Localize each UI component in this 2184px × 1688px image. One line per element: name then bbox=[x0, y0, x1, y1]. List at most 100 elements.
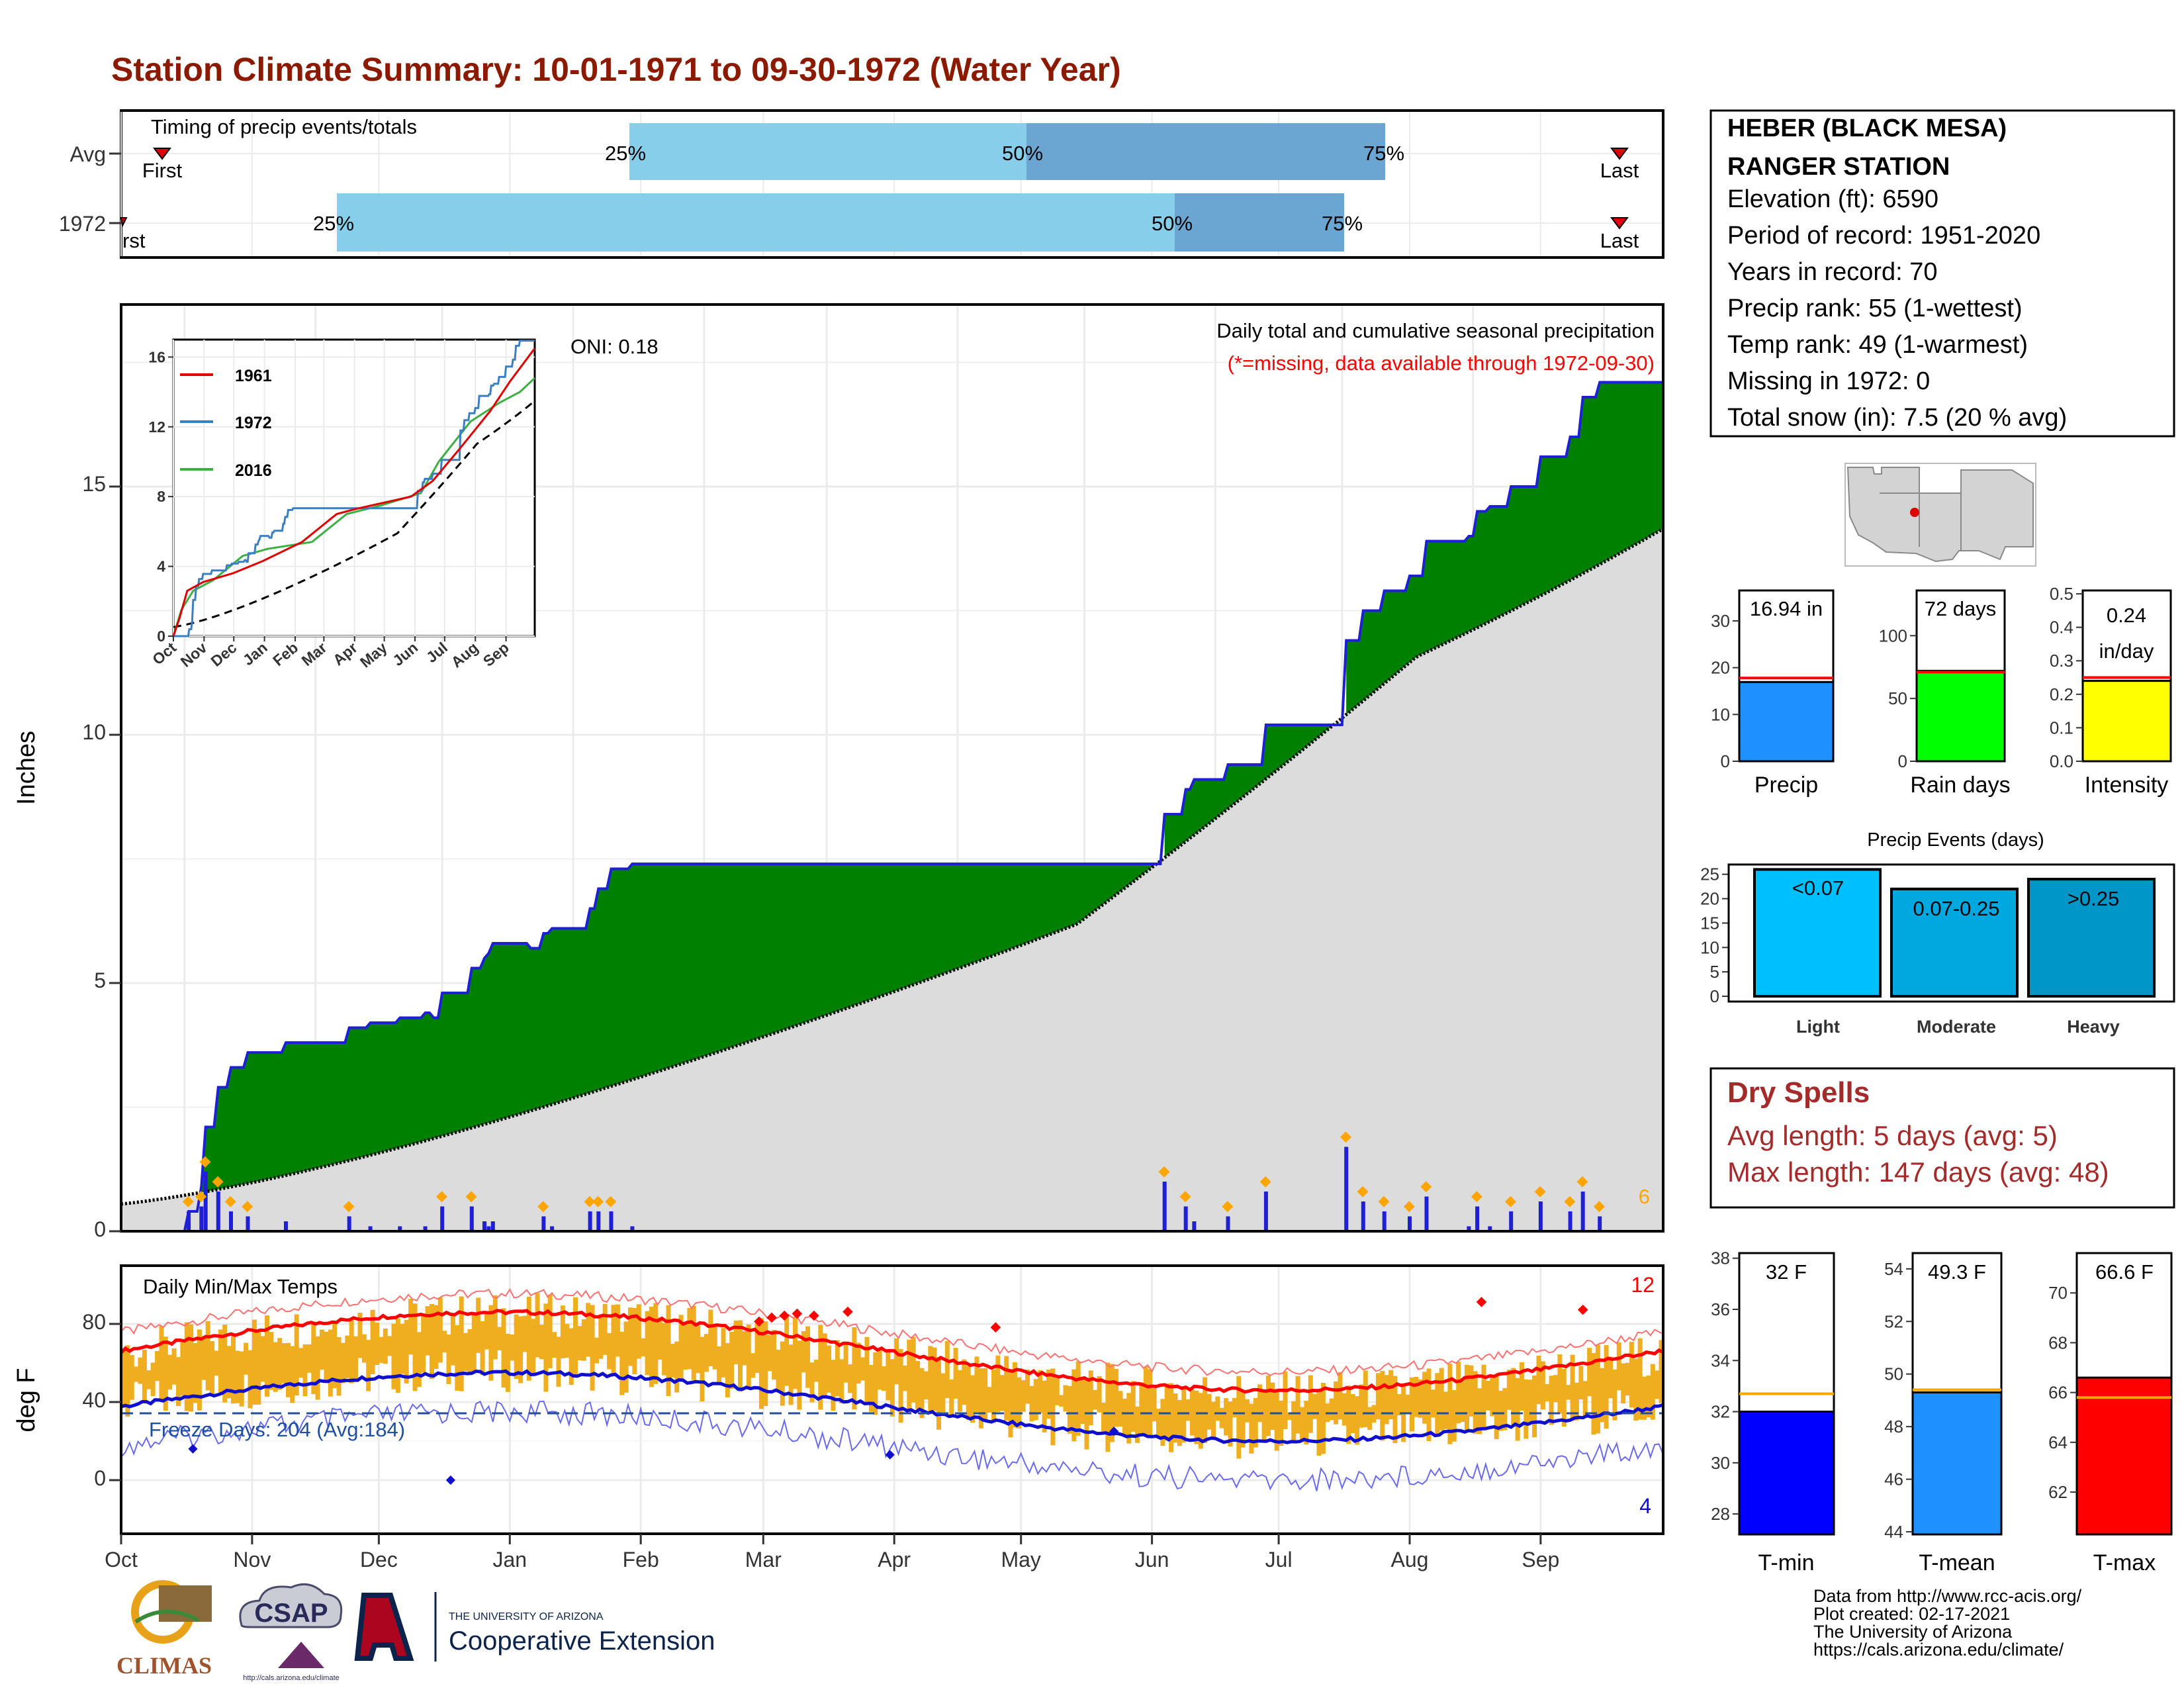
daily-temp-bar bbox=[159, 1326, 164, 1401]
daily-temp-bar bbox=[953, 1348, 958, 1399]
daily-temp-bar bbox=[1169, 1383, 1174, 1452]
daily-temp-bar bbox=[1595, 1344, 1600, 1434]
daily-temp-bar bbox=[1181, 1388, 1187, 1443]
daily-temp-bar bbox=[1600, 1368, 1605, 1423]
record-high-marker bbox=[766, 1312, 777, 1323]
precip-y-tick-10: 10 bbox=[82, 720, 106, 744]
daily-temp-bar bbox=[1257, 1384, 1263, 1423]
region-map-shape bbox=[1846, 467, 2034, 563]
oni-text: ONI: 0.18 bbox=[570, 335, 659, 358]
timing-panel: Timing of precip events/totals Avg 1972 … bbox=[59, 109, 1664, 259]
avg-25-label: 25% bbox=[605, 142, 646, 165]
daily-temp-bar bbox=[1156, 1409, 1161, 1438]
above-average-area bbox=[201, 382, 1663, 1193]
daily-temp-bar bbox=[1004, 1356, 1009, 1421]
daily-temp-bar bbox=[476, 1297, 481, 1353]
credit-line-3: The University of Arizona bbox=[1813, 1622, 2013, 1642]
mini-axis-tick: 0.0 bbox=[2050, 751, 2073, 771]
daily-temp-bar bbox=[1291, 1401, 1297, 1441]
daily-temp-bar bbox=[1046, 1369, 1051, 1419]
daily-temp-bar bbox=[1320, 1383, 1326, 1454]
mini-axis-tick: 100 bbox=[1879, 626, 1907, 645]
page-title: Station Climate Summary: 10-01-1971 to 0… bbox=[111, 51, 1121, 88]
temp-bar-axis-tick: 36 bbox=[1711, 1299, 1730, 1319]
mini-axis-tick: 0.2 bbox=[2050, 684, 2073, 704]
daily-temp-bar bbox=[290, 1346, 295, 1403]
station-precip-rank: Precip rank: 55 (1-wettest) bbox=[1727, 295, 2023, 322]
daily-temp-bar bbox=[1511, 1368, 1516, 1425]
daily-precip-bar bbox=[588, 1211, 592, 1231]
daily-temp-bar bbox=[324, 1331, 329, 1383]
month-tick-label: Jan bbox=[492, 1548, 527, 1571]
daily-precip-bar bbox=[423, 1226, 428, 1231]
daily-temp-bar bbox=[222, 1325, 228, 1403]
daily-temp-bar bbox=[940, 1373, 946, 1413]
daily-temp-bar bbox=[1287, 1412, 1292, 1420]
daily-temp-bar bbox=[1473, 1371, 1478, 1434]
mini-axis-tick: 0 bbox=[1721, 751, 1730, 771]
mini-axis-tick: 20 bbox=[1711, 658, 1730, 678]
daily-temp-bar bbox=[121, 1350, 126, 1408]
station-location-dot bbox=[1910, 508, 1919, 517]
daily-temp-bar bbox=[674, 1341, 680, 1393]
daily-temp-bar bbox=[328, 1329, 333, 1397]
daily-temp-bar bbox=[691, 1305, 696, 1380]
daily-temp-bar bbox=[357, 1313, 363, 1358]
daily-precip-bar bbox=[550, 1226, 555, 1231]
daily-temp-bar bbox=[1093, 1389, 1098, 1410]
mini-axis-tick: 0.4 bbox=[2050, 618, 2073, 637]
temp-bar-axis-tick: 62 bbox=[2048, 1482, 2068, 1502]
event-bar-light bbox=[1753, 868, 1882, 998]
daily-temp-bar bbox=[949, 1379, 954, 1418]
daily-temp-bar bbox=[197, 1329, 202, 1411]
daily-temp-bar bbox=[978, 1368, 983, 1429]
daily-precip-bar bbox=[1263, 1192, 1268, 1231]
daily-temp-bar bbox=[1346, 1385, 1351, 1444]
daily-temp-bar bbox=[1405, 1394, 1410, 1414]
daily-temp-bar bbox=[1494, 1376, 1499, 1439]
daily-temp-bar bbox=[1283, 1371, 1288, 1429]
station-info-frame bbox=[1709, 109, 2175, 438]
daily-temp-bar bbox=[991, 1369, 996, 1423]
temp-bar-axis-tick: 32 bbox=[1711, 1402, 1730, 1422]
daily-temp-bar bbox=[1265, 1375, 1271, 1436]
daily-temp-bar bbox=[966, 1366, 971, 1420]
daily-temp-bar bbox=[510, 1335, 515, 1361]
daily-temp-bar bbox=[294, 1314, 299, 1396]
daily-temp-bar bbox=[1232, 1397, 1237, 1418]
dry-spells-max: Max length: 147 days (avg: 48) bbox=[1727, 1156, 2109, 1188]
daily-temp-bar bbox=[835, 1340, 840, 1397]
daily-temp-bar bbox=[1604, 1345, 1609, 1429]
daily-temp-bar bbox=[856, 1342, 861, 1384]
daily-temp-bar bbox=[1114, 1368, 1119, 1427]
daily-temp-bar bbox=[754, 1323, 760, 1373]
daily-temp-bar bbox=[387, 1336, 392, 1356]
yr-50-75-bar bbox=[1175, 193, 1344, 252]
temp-bar-axis-tick: 52 bbox=[1884, 1311, 1903, 1331]
daily-temp-bar bbox=[1375, 1373, 1381, 1420]
temp-bar-axis-tick: 34 bbox=[1711, 1350, 1730, 1370]
tmean-bar bbox=[1911, 1391, 2003, 1536]
event-heavy-label: Heavy bbox=[2067, 1017, 2120, 1037]
daily-temp-bar bbox=[809, 1362, 815, 1403]
daily-temp-bar bbox=[1316, 1389, 1322, 1456]
daily-temp-bar bbox=[882, 1366, 886, 1391]
daily-temp-bar bbox=[1625, 1362, 1630, 1396]
intensity-chart: 0.24 in/day Intensity 0.0 0.1 0.2 0.3 0.4 0.5 bbox=[2050, 584, 2172, 798]
temp-bar-axis-tick: 28 bbox=[1711, 1504, 1730, 1524]
daily-temp-bar bbox=[1194, 1390, 1199, 1444]
precip-y-tick-5: 5 bbox=[94, 968, 106, 992]
daily-temp-bar bbox=[1329, 1398, 1334, 1421]
daily-precip-bar bbox=[1226, 1216, 1230, 1231]
daily-temp-bar bbox=[1566, 1385, 1571, 1400]
daily-temp-bar bbox=[455, 1325, 460, 1391]
avg-50-label: 50% bbox=[1002, 142, 1043, 165]
daily-temp-bar bbox=[248, 1350, 253, 1409]
credit-line-2: Plot created: 02-17-2021 bbox=[1813, 1604, 2010, 1624]
daily-temp-bar bbox=[696, 1325, 701, 1374]
event-bar-moderate bbox=[1890, 887, 2019, 998]
daily-temp-bar bbox=[176, 1357, 181, 1407]
event-moderate-range: 0.07-0.25 bbox=[1913, 897, 2000, 920]
station-temp-rank: Temp rank: 49 (1-warmest) bbox=[1727, 331, 2028, 359]
